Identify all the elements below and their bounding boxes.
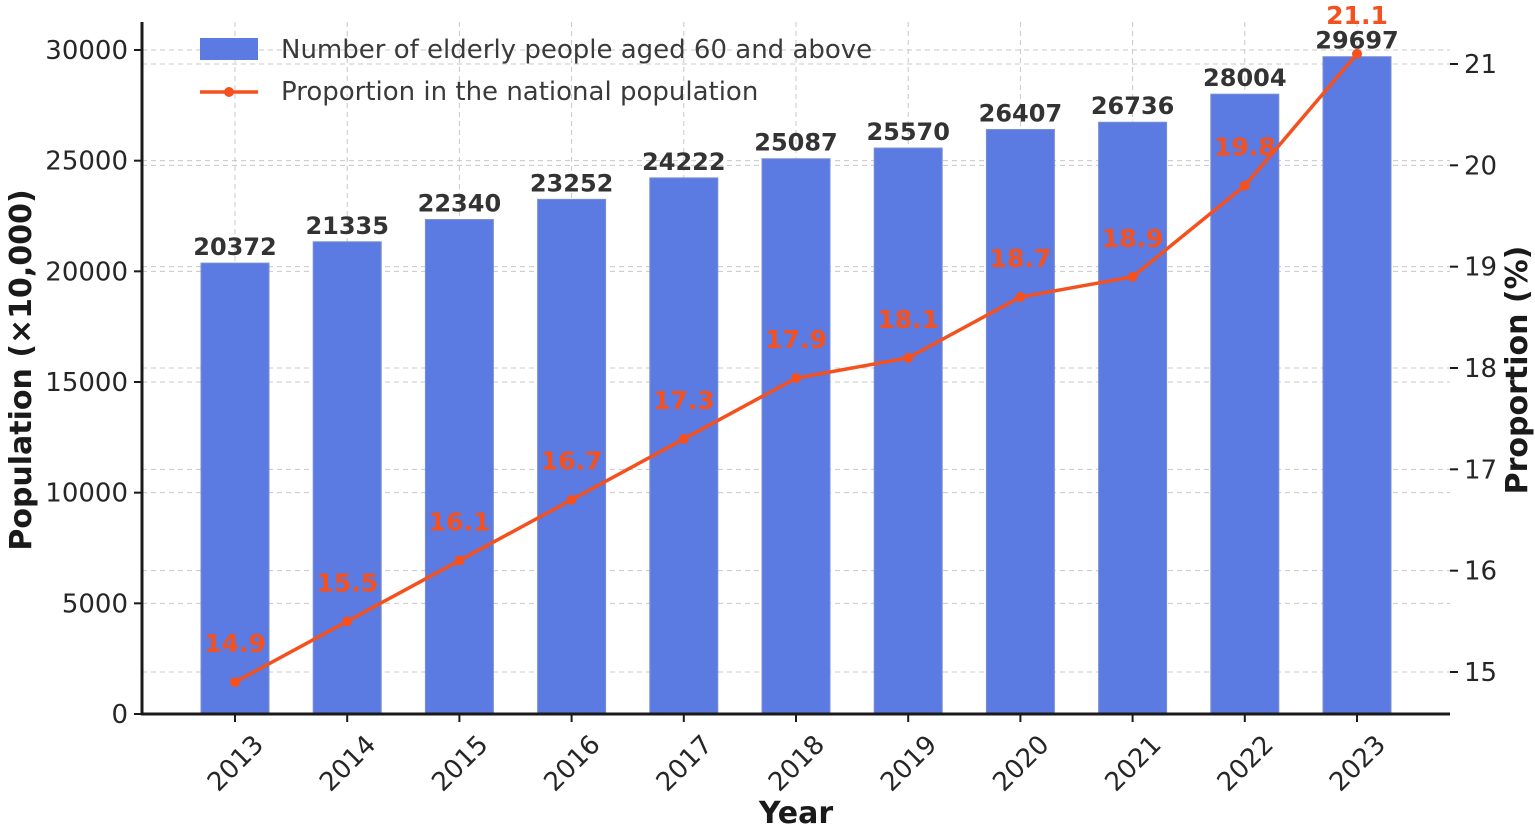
- y-tick-label: 0: [111, 700, 128, 730]
- x-tick-label: 2017: [651, 730, 719, 798]
- y2-tick-label: 17: [1464, 455, 1497, 485]
- y2-tick-label: 18: [1464, 354, 1497, 384]
- bar: [200, 262, 270, 715]
- x-tick-label: 2018: [763, 730, 831, 798]
- y2-tick-label: 16: [1464, 557, 1497, 587]
- bar-value-label: 20372: [193, 233, 277, 261]
- x-tick-label: 2019: [875, 730, 943, 798]
- x-tick-label: 2015: [426, 730, 494, 798]
- x-tick-label: 2020: [987, 730, 1055, 798]
- line-value-label: 18.1: [877, 305, 939, 334]
- bar: [1322, 56, 1392, 715]
- line-point: [1239, 180, 1250, 191]
- x-tick-label: 2016: [539, 730, 607, 798]
- line-value-label: 21.1: [1326, 1, 1388, 30]
- x-tick-label: 2021: [1100, 730, 1168, 798]
- bar-value-label: 26736: [1091, 92, 1175, 120]
- bar-value-label: 22340: [418, 190, 502, 218]
- y2-tick-label: 19: [1464, 253, 1497, 283]
- line-point: [342, 616, 353, 627]
- line-point: [1352, 48, 1362, 59]
- bar-data-labels: 20372 21335 22340 23252 24222 25087 25570 26407…: [193, 27, 1399, 261]
- y2-tick-label: 21: [1464, 50, 1497, 80]
- bar: [312, 241, 382, 715]
- line-value-label: 18.9: [1102, 224, 1164, 253]
- x-axis-title: Year: [758, 796, 834, 828]
- bar: [873, 147, 943, 715]
- line-point: [791, 373, 801, 384]
- x-tick-label: 2022: [1212, 730, 1280, 798]
- line-point: [230, 677, 240, 688]
- line-value-label: 16.7: [541, 447, 603, 476]
- line-value-label: 18.7: [990, 244, 1052, 273]
- line-point: [903, 352, 914, 363]
- line-point: [454, 555, 465, 566]
- bar-value-label: 21335: [305, 212, 389, 240]
- y-tick-label: 30000: [45, 36, 128, 66]
- y-axis-title: Population (×10,000): [4, 189, 39, 550]
- bar: [1098, 121, 1168, 715]
- line-value-label: 17.9: [765, 325, 827, 354]
- line-value-label: 17.3: [653, 386, 715, 415]
- x-tick-label: 2013: [202, 730, 270, 798]
- line-point: [566, 494, 577, 505]
- y2-tick-label: 15: [1464, 658, 1497, 688]
- y2-axis-title: Proportion (%): [1500, 246, 1535, 495]
- line-value-label: 15.5: [316, 568, 378, 597]
- x-tick-label: 2023: [1324, 730, 1392, 798]
- bar-value-label: 25570: [866, 118, 950, 146]
- legend-bar-swatch: [200, 38, 258, 60]
- line-point: [1015, 292, 1026, 303]
- bar-series: [200, 56, 1392, 715]
- bar-value-label: 23252: [530, 169, 614, 197]
- bar: [649, 177, 719, 715]
- line-series: [230, 48, 1362, 688]
- y-tick-label: 10000: [45, 479, 128, 509]
- bar-value-label: 24222: [642, 148, 726, 176]
- line-data-labels: 14.9 15.5 16.1 16.7 17.3 17.9 18.1 18.7 18.9 19.8…: [204, 1, 1388, 658]
- legend-line-label: Proportion in the national population: [281, 77, 758, 107]
- bar: [985, 129, 1055, 715]
- legend-bar-label: Number of elderly people aged 60 and abo…: [281, 35, 872, 65]
- x-tick-label: 2014: [314, 730, 382, 798]
- y2-tick-label: 20: [1464, 151, 1497, 181]
- bar-value-label: 26407: [979, 100, 1063, 128]
- bar: [537, 198, 607, 715]
- bar: [1210, 93, 1280, 715]
- legend: Number of elderly people aged 60 and abo…: [200, 35, 872, 107]
- y-tick-label: 15000: [45, 368, 128, 398]
- legend-line-marker: [224, 87, 234, 97]
- bar: [424, 219, 494, 715]
- bar-value-label: 28004: [1203, 64, 1287, 92]
- line-value-label: 16.1: [429, 508, 491, 537]
- y-tick-label: 20000: [45, 257, 128, 287]
- line-value-label: 19.8: [1214, 133, 1276, 162]
- y-tick-label: 25000: [45, 147, 128, 177]
- line-point: [678, 433, 689, 444]
- line-value-label: 14.9: [204, 629, 266, 658]
- y-tick-label: 5000: [62, 589, 128, 619]
- line-point: [1127, 271, 1138, 282]
- bar-value-label: 25087: [754, 129, 838, 157]
- bar: [761, 158, 831, 715]
